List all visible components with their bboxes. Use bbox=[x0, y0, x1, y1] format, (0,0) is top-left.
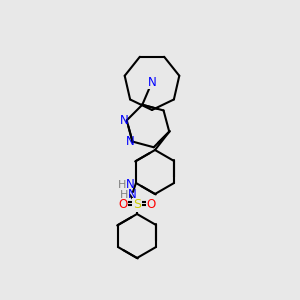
Text: N: N bbox=[128, 188, 136, 202]
Text: N: N bbox=[120, 114, 129, 127]
Text: H: H bbox=[118, 180, 126, 190]
Text: N: N bbox=[126, 135, 135, 148]
Text: O: O bbox=[146, 199, 156, 212]
Text: O: O bbox=[118, 199, 127, 212]
Text: N: N bbox=[148, 76, 156, 88]
Text: S: S bbox=[133, 199, 141, 212]
Text: H: H bbox=[120, 190, 128, 200]
Text: N: N bbox=[126, 178, 134, 191]
